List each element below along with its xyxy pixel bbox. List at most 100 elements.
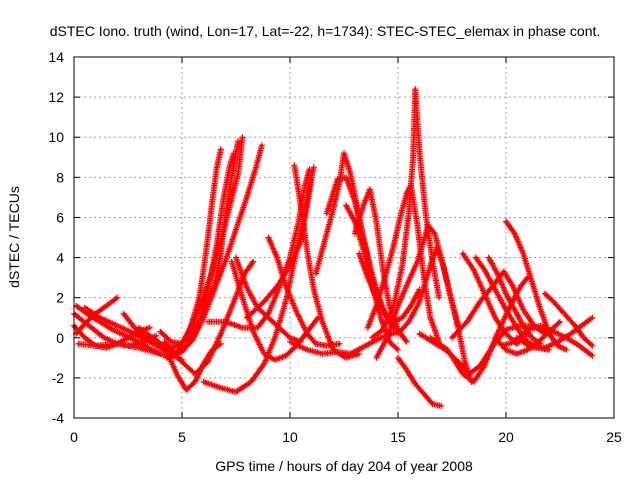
series-trace (579, 315, 594, 328)
y-tick-label: 14 (48, 49, 64, 65)
series-trace (408, 288, 422, 308)
series-trace (418, 331, 435, 344)
series-9 (148, 150, 237, 357)
series-trace (365, 304, 379, 330)
series-trace (349, 343, 368, 356)
series-trace (262, 351, 277, 362)
series-trace (396, 320, 411, 336)
y-axis-label: dSTEC / TECUs (6, 186, 22, 288)
series-trace (547, 319, 562, 334)
series-trace (512, 232, 526, 255)
series-trace (501, 270, 515, 288)
series-trace (283, 284, 299, 314)
series-trace (478, 284, 495, 304)
series-17 (233, 254, 304, 345)
series-trace (94, 340, 119, 349)
series-trace (164, 350, 180, 378)
series-trace (98, 319, 115, 332)
series-trace (115, 323, 136, 336)
data-point (114, 294, 121, 301)
series-trace (262, 281, 282, 304)
series-trace (158, 329, 173, 344)
series-trace (252, 144, 265, 171)
series-trace (536, 329, 551, 344)
series-trace (305, 332, 318, 346)
series-trace (482, 268, 498, 292)
data-point (250, 258, 257, 265)
series-trace (233, 196, 250, 231)
series-trace (447, 292, 462, 331)
series-trace (201, 288, 217, 320)
series-trace (133, 331, 152, 344)
series-trace (227, 172, 241, 209)
y-tick-label: 4 (56, 250, 64, 266)
series-trace (413, 382, 426, 396)
series-trace (343, 175, 358, 203)
series-trace (391, 216, 403, 247)
series-trace (556, 343, 568, 353)
series-trace (412, 87, 423, 155)
series-trace (471, 268, 487, 296)
x-tick-label: 5 (178, 429, 186, 445)
series-trace (83, 305, 102, 320)
series-trace (244, 286, 260, 310)
y-tick-label: 2 (56, 290, 64, 306)
series-trace (229, 260, 245, 299)
data-series (71, 86, 596, 409)
series-5 (75, 340, 175, 361)
series-trace (205, 200, 215, 239)
series-trace (503, 292, 517, 312)
series-trace (471, 364, 487, 384)
series-trace (322, 208, 336, 243)
series-trace (242, 259, 256, 276)
series-trace (374, 336, 390, 360)
series-trace (426, 223, 437, 236)
series-trace (162, 340, 184, 364)
series-20 (265, 234, 343, 349)
data-point (438, 402, 445, 409)
series-trace (382, 244, 397, 279)
series-trace (582, 335, 595, 348)
series-43 (492, 318, 563, 357)
series-trace (365, 276, 379, 300)
series-trace (399, 212, 412, 267)
series-trace (422, 392, 435, 406)
series-trace (294, 310, 310, 336)
series-trace (321, 349, 339, 357)
series-trace (397, 192, 410, 219)
series-trace (352, 204, 366, 235)
series-trace (222, 228, 239, 263)
series-trace (384, 304, 401, 340)
series-trace (212, 260, 228, 291)
series-trace (406, 300, 422, 324)
y-tick-label: 10 (48, 129, 64, 145)
series-trace (562, 312, 577, 328)
series-trace (291, 164, 304, 207)
series-trace (93, 303, 109, 316)
series-trace (428, 316, 442, 344)
series-trace (503, 308, 519, 330)
series-trace (543, 291, 556, 304)
series-trace (72, 311, 91, 328)
series-trace (213, 200, 226, 247)
series-trace (373, 220, 386, 271)
series-trace (493, 316, 508, 336)
data-point (436, 294, 443, 301)
series-trace (404, 368, 418, 386)
series-trace (115, 341, 141, 351)
series-trace (510, 284, 526, 312)
series-trace (87, 323, 106, 340)
series-trace (428, 335, 450, 352)
series-trace (304, 250, 317, 291)
series-trace (529, 280, 544, 311)
series-trace (391, 264, 405, 307)
y-tick-label: -4 (52, 410, 65, 426)
series-trace (525, 339, 540, 352)
series-trace (288, 339, 309, 353)
series-trace (467, 363, 482, 376)
series-trace (569, 323, 584, 336)
series-trace (380, 304, 396, 332)
series-trace (367, 188, 380, 223)
series-trace (364, 335, 383, 348)
